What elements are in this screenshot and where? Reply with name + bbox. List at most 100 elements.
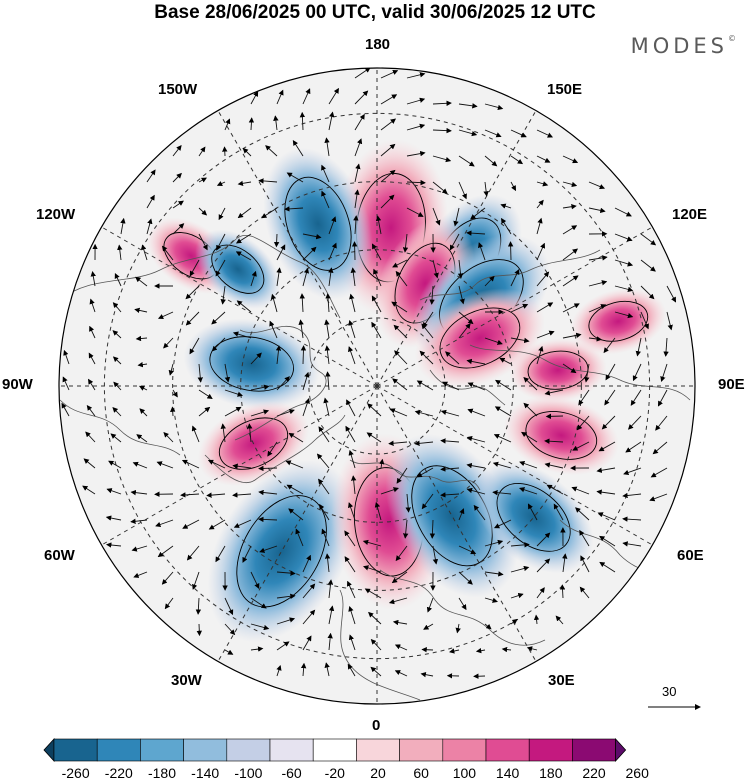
wind-vector-327: [622, 492, 642, 499]
wind-vector-268: [288, 432, 304, 443]
wind-vector-297: [440, 466, 460, 472]
wind-vector-318: [405, 493, 411, 513]
wind-vector-131: [328, 267, 334, 287]
wind-vector-118: [562, 248, 579, 261]
colorbar-swatch-4: [183, 738, 228, 762]
wind-vector-430: [421, 647, 434, 653]
wind-vector-199: [275, 345, 282, 365]
wind-vector-319: [421, 493, 434, 510]
wind-vector-23: [484, 129, 502, 138]
wind-vector-366: [536, 532, 551, 547]
wind-vector-130: [302, 267, 310, 287]
wind-vector-30: [265, 145, 278, 157]
wind-vector-101: [117, 244, 123, 261]
wind-vector-181: [421, 323, 434, 339]
wind-vector-349: [622, 516, 642, 522]
wind-vector-5: [302, 88, 311, 105]
wind-vector-11: [458, 103, 478, 109]
wind-vector-397: [346, 580, 356, 599]
wind-vector-96: [562, 225, 578, 235]
lon-label-60w: 60W: [44, 547, 75, 564]
wind-vector-126: [185, 285, 200, 300]
wind-vector-408: [224, 623, 236, 636]
wind-vector-323: [519, 487, 538, 495]
wind-vector-441: [420, 671, 434, 678]
wind-vector-151: [236, 300, 252, 313]
wind-vector-375: [250, 571, 260, 590]
wind-vector-252: [467, 408, 486, 417]
wind-vector-371: [133, 571, 148, 578]
wind-vector-32: [324, 137, 330, 157]
wind-vector-52: [406, 179, 426, 186]
colorbar-swatch-11: [485, 738, 530, 762]
wind-vector-31: [292, 140, 304, 157]
wind-vector-215: [88, 378, 96, 391]
wind-vector-337: [319, 503, 330, 521]
wind-vector-260: [85, 431, 96, 443]
wind-vector-112: [392, 259, 408, 268]
anomaly-contour-1: [284, 176, 352, 271]
wind-vector-33: [354, 138, 363, 157]
brand-logo: MODES©: [631, 34, 736, 58]
wind-vector-342: [458, 508, 465, 521]
wind-vector-255: [545, 413, 564, 420]
wind-vector-291: [285, 460, 304, 469]
wind-vector-120: [614, 259, 634, 267]
wind-vector-344: [493, 519, 512, 529]
wind-vector-175: [269, 320, 278, 339]
wind-vector-400: [426, 597, 434, 613]
wind-vector-110: [351, 241, 358, 261]
lon-label-150e: 150E: [547, 81, 583, 98]
wind-vector-239: [139, 408, 148, 417]
wind-vector-209: [562, 363, 577, 374]
wind-vector-261: [110, 433, 122, 443]
wind-vector-314: [286, 484, 304, 495]
wind-vector-40: [536, 155, 551, 163]
wind-vector-6: [328, 87, 339, 105]
wind-vector-34: [380, 143, 396, 157]
colorbar-swatch-1: [53, 738, 98, 762]
wind-vector-333: [208, 519, 226, 530]
colorbar: [43, 737, 627, 763]
colorbar-swatch-8: [356, 738, 400, 762]
wind-vector-90: [402, 233, 409, 253]
wind-vector-360: [362, 539, 382, 547]
wind-vector-150: [211, 311, 226, 325]
wind-vector-106: [235, 251, 252, 261]
wind-vector-317: [380, 487, 399, 495]
wind-vector-202: [348, 346, 356, 365]
wind-vector-157: [391, 301, 408, 313]
anomaly-contour-15: [211, 244, 265, 294]
wind-vector-273: [414, 440, 434, 447]
wind-vector-287: [181, 459, 200, 469]
wind-vector-22: [458, 129, 478, 137]
wind-vector-88: [353, 215, 359, 235]
wind-vector-350: [106, 542, 122, 548]
wind-vector-55: [483, 181, 489, 197]
wind-vector-39: [510, 155, 524, 165]
wind-vector-332: [182, 519, 200, 529]
wind-vector-180: [393, 324, 408, 339]
wind-vector-132: [350, 267, 356, 287]
wind-vector-99: [640, 233, 657, 246]
wind-vector-386: [536, 558, 551, 573]
wind-vector-401: [458, 597, 467, 611]
wind-vector-105: [215, 259, 226, 277]
wind-vector-9: [406, 97, 426, 105]
wind-vector-404: [536, 587, 545, 599]
wind-vector-191: [63, 349, 70, 365]
wind-vector-403: [510, 593, 524, 599]
wind-vector-13: [224, 118, 231, 131]
wind-vector-124: [135, 276, 148, 287]
wind-vector-343: [473, 504, 486, 521]
wind-vector-406: [579, 586, 590, 599]
wind-vector-414: [368, 611, 382, 625]
wind-vector-399: [388, 597, 408, 605]
wind-vector-119: [588, 255, 608, 261]
wind-vector-383: [458, 571, 473, 585]
colorbar-tick-label: 20: [370, 765, 386, 781]
wind-vector-206: [466, 358, 486, 365]
wind-vector-56: [510, 181, 517, 192]
colorbar-swatch-13: [572, 738, 616, 762]
wind-vector-420: [533, 614, 540, 625]
